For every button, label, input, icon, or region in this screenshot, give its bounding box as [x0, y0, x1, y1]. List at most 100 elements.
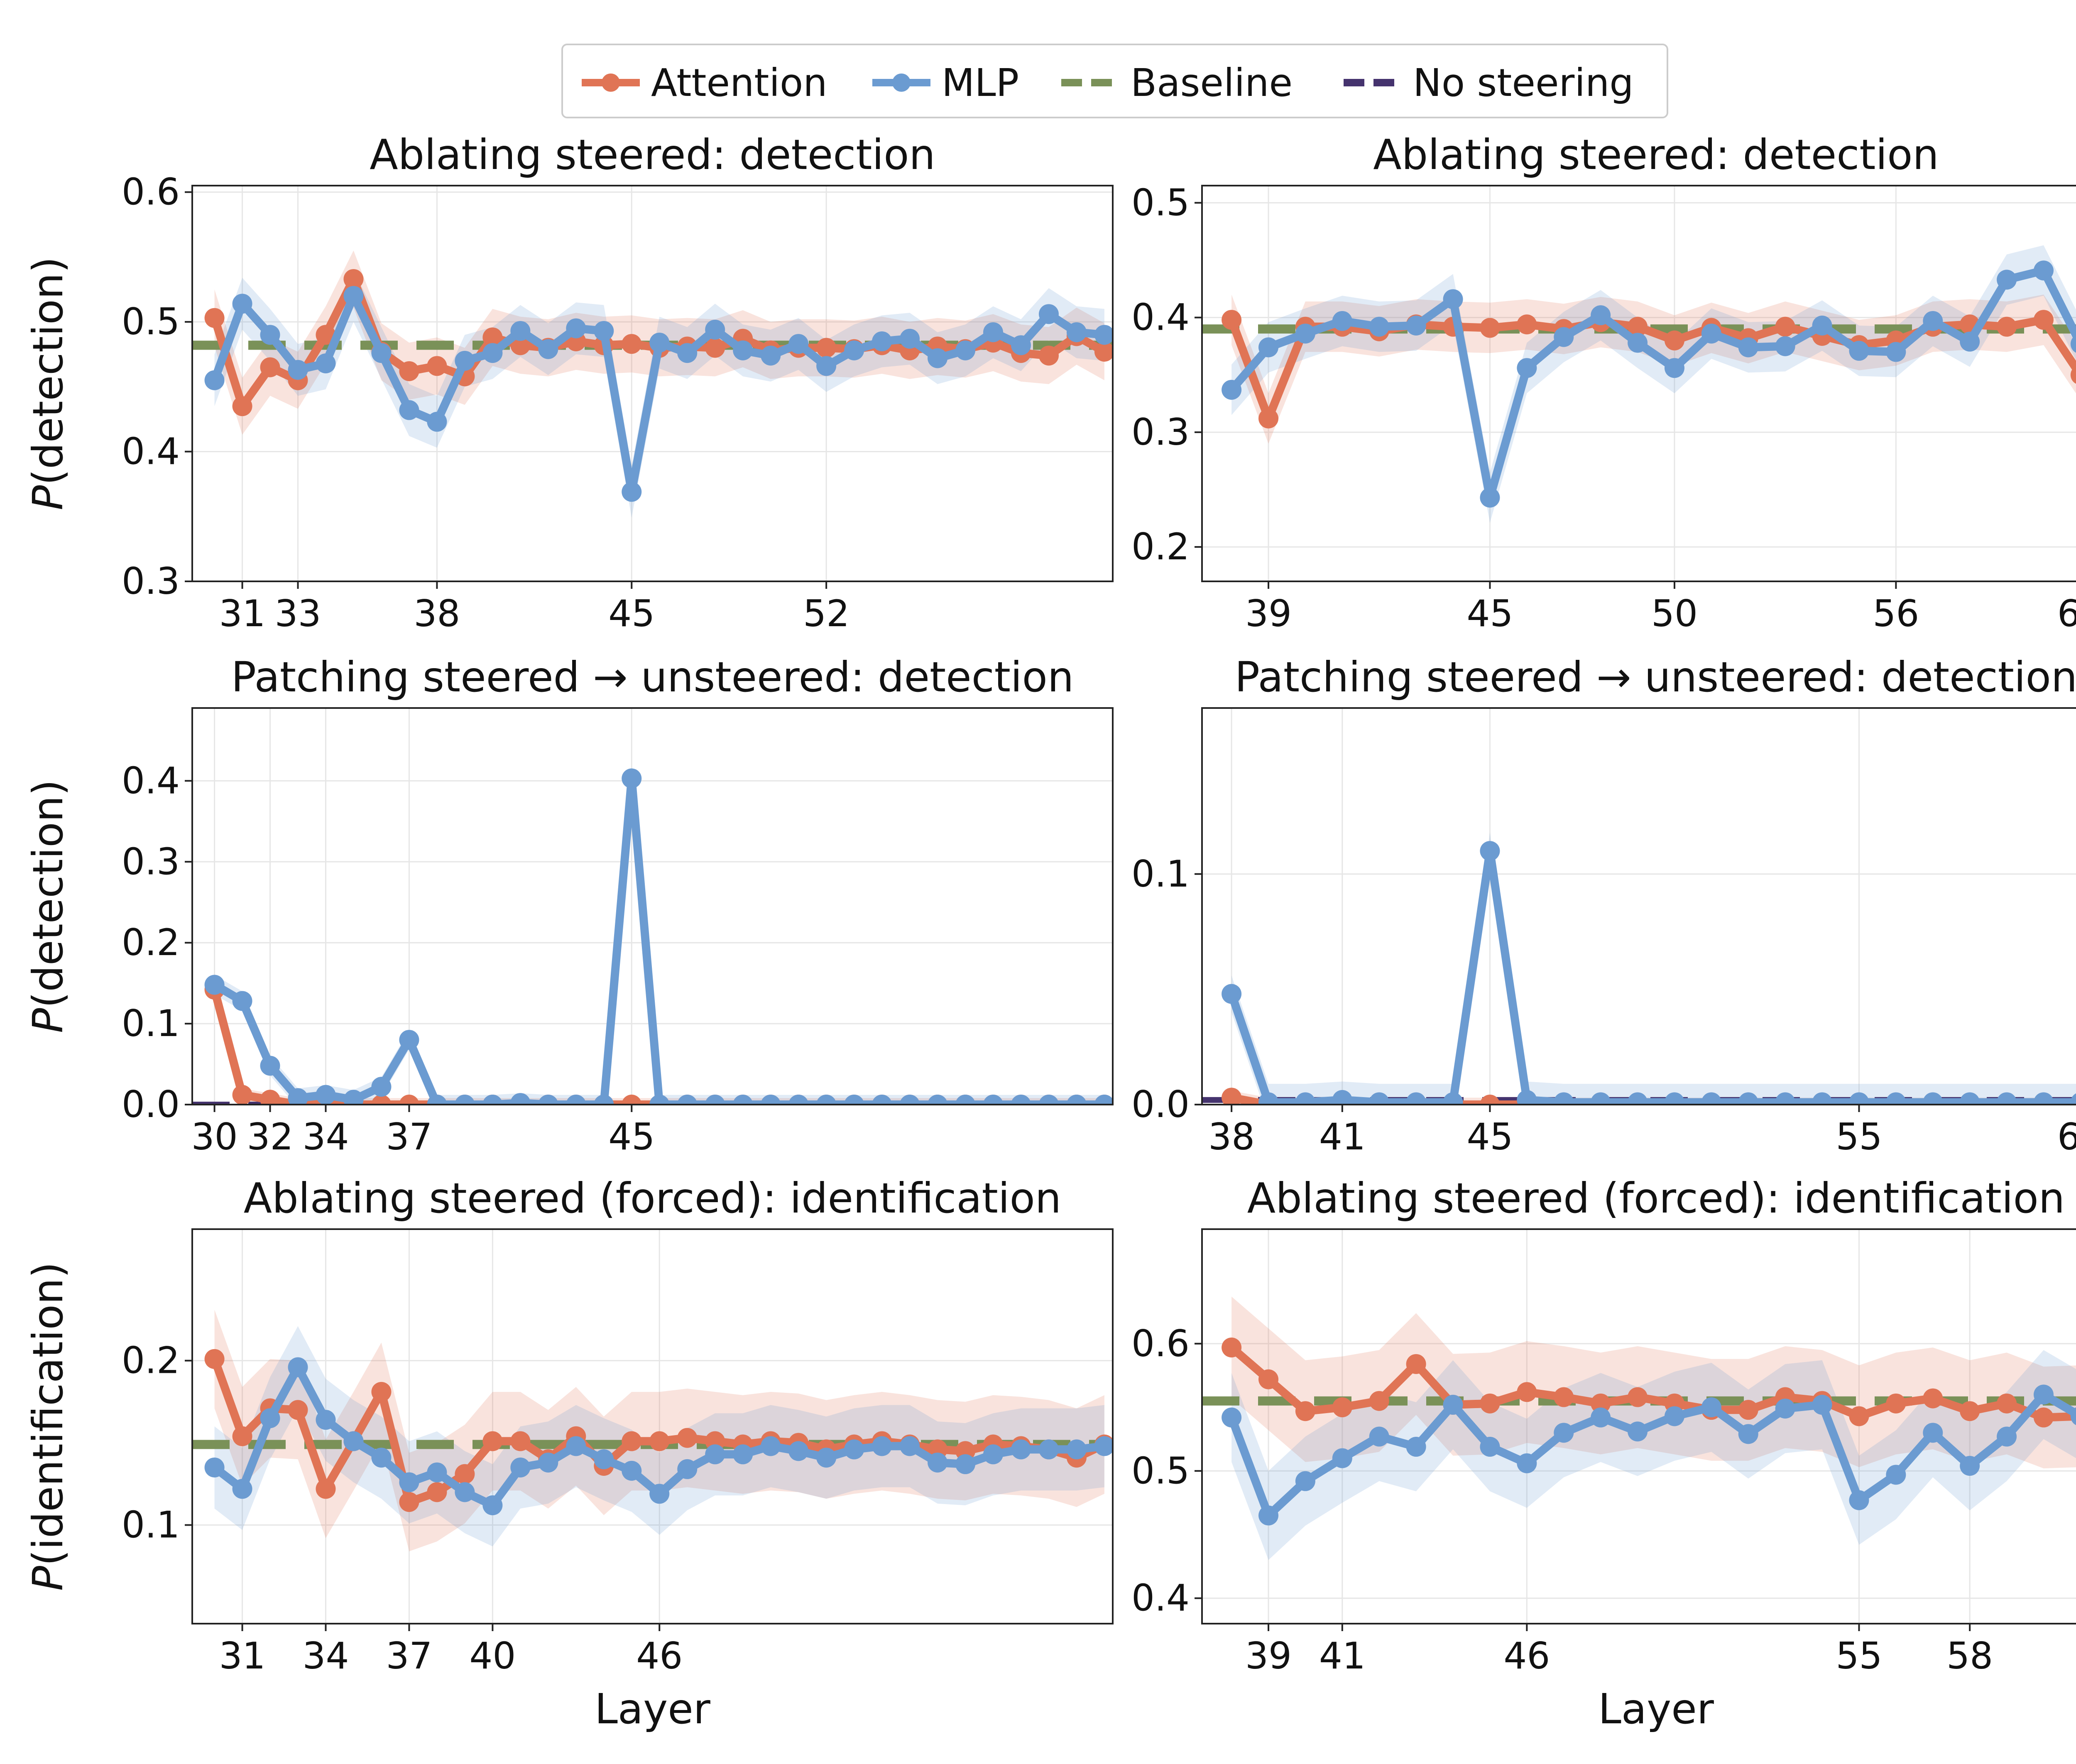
mlp-point — [1886, 342, 1906, 362]
panel-title: Patching steered → unsteered: detection — [1235, 653, 2076, 701]
mlp-point — [566, 1436, 586, 1456]
mlp-point — [232, 294, 252, 314]
plot-area — [1202, 245, 2076, 523]
attention-point — [482, 327, 503, 348]
legend-label-attention: Attention — [651, 60, 827, 105]
plot-area — [1202, 1296, 2076, 1560]
plot-frame — [191, 185, 1114, 582]
attention-marker-icon — [582, 74, 640, 92]
mlp-point — [1258, 337, 1279, 358]
legend-label-mlp: MLP — [942, 60, 1019, 105]
legend-label-no-steering: No steering — [1413, 60, 1634, 105]
mlp-point — [1554, 327, 1574, 347]
x-tick-label: 61 — [2057, 592, 2076, 635]
x-tick-label: 55 — [1836, 1115, 1882, 1158]
x-tick-label: 39 — [1245, 592, 1292, 635]
attention-point — [1997, 1393, 2017, 1414]
mlp-point — [983, 322, 1003, 343]
mlp-point — [1738, 337, 1758, 358]
mlp-point — [566, 1095, 586, 1105]
attention-point — [399, 1095, 419, 1105]
mlp-point — [816, 356, 837, 376]
y-tick-label: 0.5 — [122, 300, 180, 343]
attention-point — [510, 335, 531, 355]
mlp-point — [1886, 1092, 1906, 1105]
attention-point — [455, 1464, 475, 1484]
mlp-point — [1038, 1439, 1059, 1460]
mlp-point — [1628, 1421, 1648, 1442]
mlp-point — [1066, 1095, 1087, 1105]
y-tick-label: 0.4 — [1131, 1577, 1190, 1619]
mlp-point — [955, 1095, 976, 1105]
mlp-point — [427, 412, 447, 432]
mlp-point — [510, 1093, 531, 1105]
x-tick-label: 45 — [608, 592, 655, 635]
mlp-point — [816, 1095, 837, 1105]
mlp-point — [510, 1457, 531, 1477]
chart-panel-2: 0.2 0.3 0.4 0.5 39 45 50 56 61 Ablating steered: … — [1131, 130, 2076, 635]
mlp-point — [1066, 1439, 1087, 1460]
attention-point — [1295, 1401, 1315, 1421]
mlp-point — [1701, 1397, 1721, 1418]
chart-panel-3: 0.0 0.1 0.2 0.3 0.4 30 32 34 37 45 Patching steere… — [24, 653, 1114, 1158]
x-tick-label: 41 — [1319, 1115, 1366, 1158]
mlp-point — [343, 286, 364, 306]
mlp-point — [594, 1095, 614, 1105]
mlp-point — [1406, 1437, 1426, 1457]
attention-point — [316, 325, 336, 345]
x-tick-label: 46 — [636, 1634, 683, 1677]
mlp-point — [705, 1095, 725, 1105]
mlp-point — [1011, 1439, 1031, 1460]
x-tick-label: 55 — [1836, 1634, 1882, 1677]
mlp-point — [316, 353, 336, 374]
mlp-point — [1591, 305, 1611, 326]
attention-point — [1094, 341, 1113, 362]
y-axis-label: P(detection) — [24, 779, 72, 1033]
y-tick-label: 0.5 — [1131, 181, 1190, 224]
mlp-point — [677, 1459, 698, 1479]
mlp-point — [1997, 1092, 2017, 1105]
mlp-point — [1812, 316, 1832, 336]
mlp-point — [1443, 1394, 1463, 1415]
mlp-point — [900, 1436, 920, 1456]
mlp-point — [1812, 1394, 1832, 1415]
mlp-point — [1628, 1092, 1648, 1105]
mlp-point — [260, 1056, 280, 1076]
mlp-point — [2070, 335, 2076, 353]
mlp-point — [928, 1453, 948, 1473]
mlp-point — [1591, 1092, 1611, 1105]
y-tick-label: 0.3 — [122, 560, 180, 603]
mlp-point — [844, 1439, 864, 1460]
mlp-point — [204, 1457, 225, 1477]
mlp-point — [1011, 335, 1031, 355]
mlp-point — [705, 319, 725, 340]
legend: Attention MLP Baseline No steering — [561, 44, 1668, 118]
chart-panel-6: 0.4 0.5 0.6 39 41 46 55 58 Ablating steered (for… — [1131, 1174, 2076, 1733]
x-axis-label: Layer — [1598, 1685, 1714, 1733]
mlp-point — [1886, 1465, 1906, 1485]
mlp-point — [455, 1482, 475, 1502]
mlp-point — [733, 340, 753, 360]
mlp-point — [399, 400, 419, 420]
mlp-point — [1094, 325, 1113, 345]
attention-point — [1517, 314, 1537, 335]
attention-point — [371, 1382, 392, 1402]
x-tick-label: 45 — [1466, 592, 1513, 635]
attention-point — [1258, 1369, 1279, 1389]
chart-panel-1: 0.3 0.4 0.5 0.6 31 33 38 45 52 Ablating steered: … — [24, 130, 1114, 635]
mlp-point — [288, 1357, 308, 1377]
attention-point — [260, 357, 280, 377]
mlp-point — [1258, 1505, 1279, 1526]
x-tick-label: 37 — [386, 1115, 432, 1158]
mlp-point — [232, 991, 252, 1011]
mlp-point — [761, 345, 781, 366]
mlp-point — [900, 328, 920, 349]
plot-frame — [191, 1228, 1114, 1624]
mlp-point — [1406, 1092, 1426, 1105]
plot-area — [192, 1309, 1113, 1551]
attention-point — [1591, 1393, 1611, 1414]
attention-point — [2070, 366, 2076, 384]
mlp-point — [844, 1095, 864, 1105]
attention-point — [1849, 1406, 1869, 1426]
mlp-point — [204, 975, 225, 995]
